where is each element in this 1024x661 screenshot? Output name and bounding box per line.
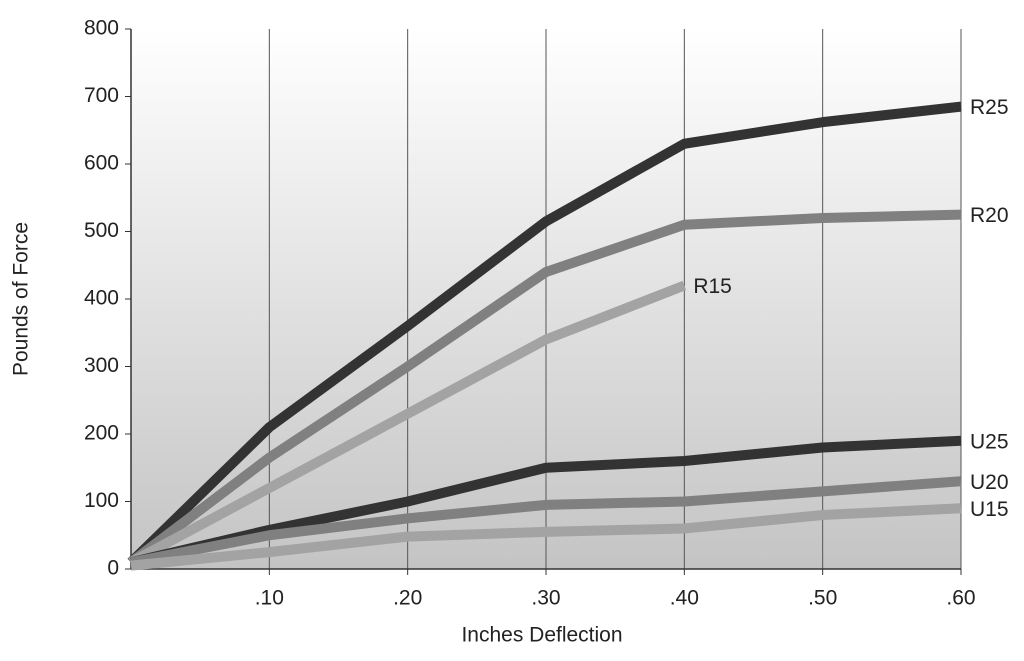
y-tick-label: 0 xyxy=(107,557,119,580)
y-tick-label: 700 xyxy=(84,84,119,107)
y-tick-label: 600 xyxy=(84,152,119,175)
x-tick-label: .20 xyxy=(393,587,422,610)
y-tick-label: 100 xyxy=(84,489,119,512)
series-line xyxy=(130,503,962,571)
x-tick-label: .60 xyxy=(946,587,975,610)
series-label: R20 xyxy=(970,204,1009,227)
y-tick-label: 800 xyxy=(84,17,119,40)
series-label: U25 xyxy=(970,430,1009,453)
y-tick-label: 400 xyxy=(84,287,119,310)
x-tick-label: .50 xyxy=(808,587,837,610)
series-label: R15 xyxy=(693,275,732,298)
y-tick-label: 300 xyxy=(84,354,119,377)
y-tick-label: 200 xyxy=(84,422,119,445)
y-axis-label: Pounds of Force xyxy=(10,222,33,376)
series-label: R25 xyxy=(970,96,1009,119)
series-line xyxy=(130,476,962,568)
series-label: U20 xyxy=(970,471,1009,494)
series-line xyxy=(127,101,962,566)
series-line xyxy=(127,209,962,567)
x-tick-label: .10 xyxy=(255,587,284,610)
series-label: U15 xyxy=(970,498,1009,521)
y-tick-label: 500 xyxy=(84,219,119,242)
x-axis-label: Inches Deflection xyxy=(461,624,622,647)
series-line xyxy=(129,435,962,568)
x-tick-label: .40 xyxy=(670,587,699,610)
x-tick-label: .30 xyxy=(531,587,560,610)
series-line xyxy=(128,280,687,567)
